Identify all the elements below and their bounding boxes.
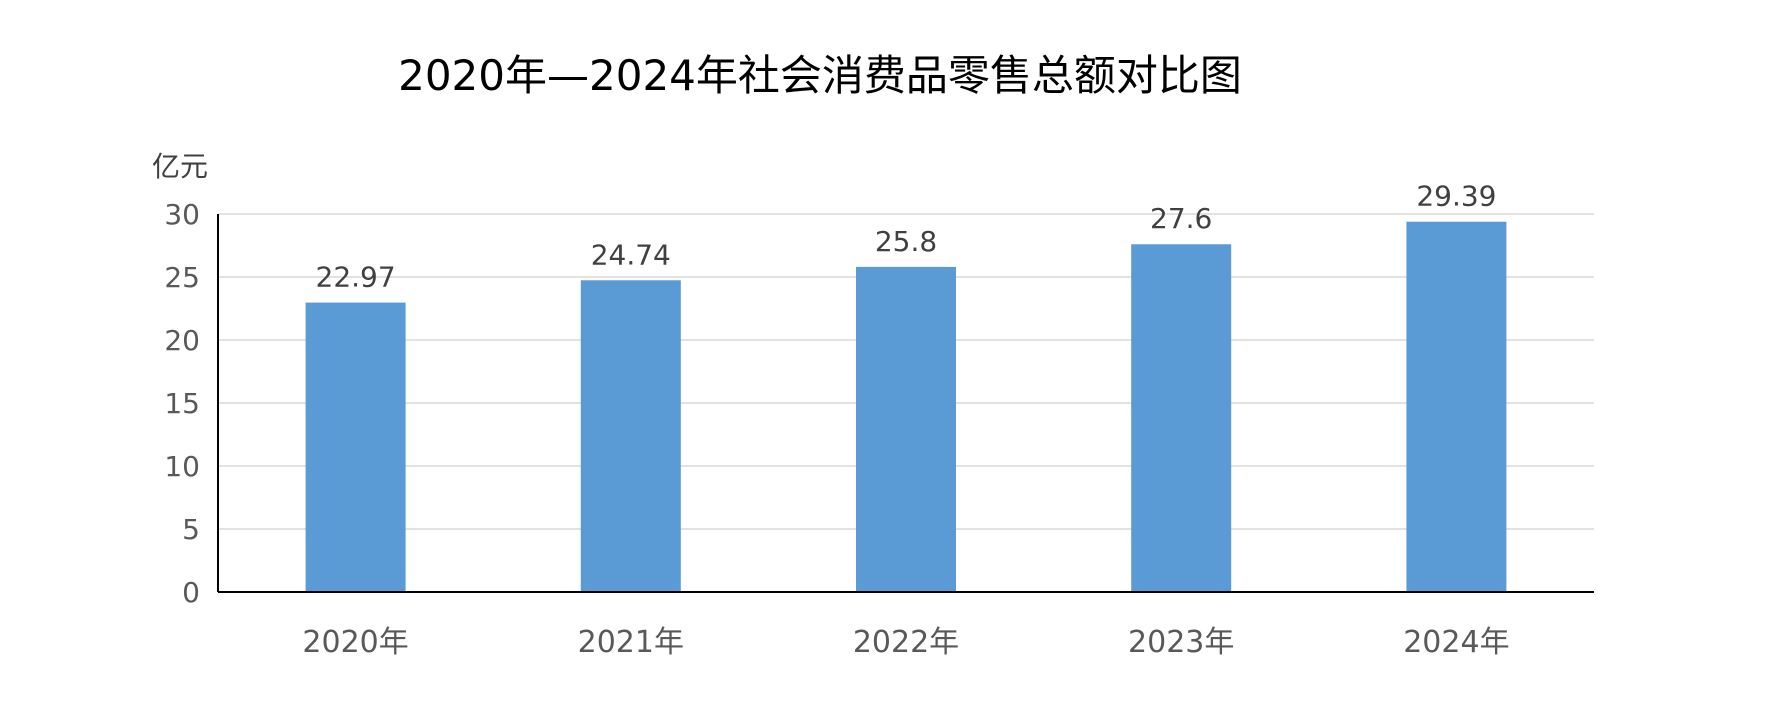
data-label: 27.6 [1150,202,1212,235]
y-axis-unit-label: 亿元 [152,150,208,183]
x-category-label: 2023年 [1128,625,1234,660]
chart-title: 2020年—2024年社会消费品零售总额对比图 [398,51,1242,100]
x-category-label: 2020年 [302,625,408,660]
x-category-label: 2021年 [578,625,684,660]
bar [1131,244,1232,593]
x-category-label: 2022年 [853,625,959,660]
bars [305,221,1507,593]
y-tick-label: 15 [164,387,200,420]
data-label: 24.74 [591,238,671,271]
y-tick-label: 5 [182,513,200,546]
y-tick-label: 10 [164,450,200,483]
y-tick-label: 0 [182,576,200,609]
y-tick-label: 20 [164,324,200,357]
x-category-label: 2024年 [1403,625,1509,660]
bar [580,280,681,592]
y-tick-label: 30 [164,198,200,231]
bar [305,302,406,592]
y-axis-ticks: 0 5 10 15 20 25 30 [164,198,200,609]
data-label: 22.97 [316,261,396,294]
y-tick-label: 25 [164,261,200,294]
data-label: 29.39 [1416,180,1496,213]
data-label: 25.8 [875,225,937,258]
bar [856,266,956,592]
data-labels: 22.97 24.74 25.8 27.6 29.39 [316,180,1497,294]
bar [1406,221,1507,592]
x-axis-categories: 2020年 2021年 2022年 2023年 2024年 [302,625,1509,660]
